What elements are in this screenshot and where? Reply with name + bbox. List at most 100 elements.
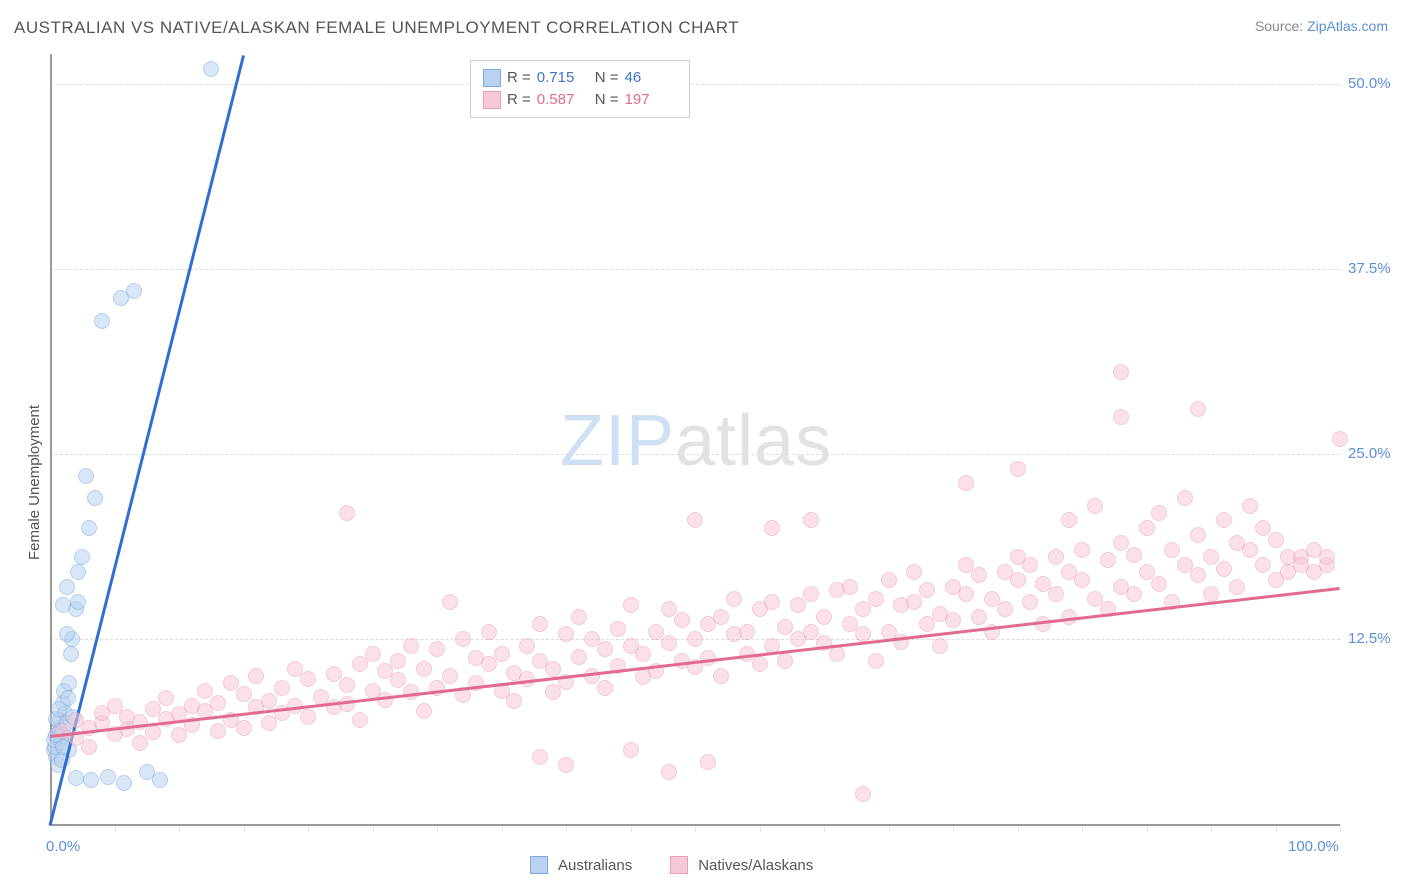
data-point bbox=[803, 624, 819, 640]
data-point bbox=[455, 631, 471, 647]
data-point bbox=[816, 609, 832, 625]
data-point bbox=[1139, 564, 1155, 580]
data-point bbox=[197, 683, 213, 699]
data-point bbox=[945, 612, 961, 628]
y-tick-label: 37.5% bbox=[1348, 260, 1391, 277]
data-point bbox=[236, 686, 252, 702]
trend-line bbox=[50, 587, 1340, 738]
legend-n-value: 197 bbox=[625, 89, 677, 111]
legend-r-label: R = bbox=[507, 67, 531, 89]
data-point bbox=[1216, 561, 1232, 577]
data-point bbox=[494, 646, 510, 662]
legend-r-label: R = bbox=[507, 89, 531, 111]
data-point bbox=[81, 520, 97, 536]
data-point bbox=[906, 594, 922, 610]
data-point bbox=[1151, 505, 1167, 521]
data-point bbox=[55, 597, 71, 613]
data-point bbox=[545, 661, 561, 677]
data-point bbox=[610, 621, 626, 637]
data-point bbox=[116, 775, 132, 791]
gridline-h bbox=[50, 269, 1340, 270]
data-point bbox=[829, 646, 845, 662]
data-point bbox=[1229, 579, 1245, 595]
data-point bbox=[126, 283, 142, 299]
data-point bbox=[881, 572, 897, 588]
data-point bbox=[868, 653, 884, 669]
data-point bbox=[1255, 520, 1271, 536]
data-point bbox=[94, 313, 110, 329]
data-point bbox=[248, 668, 264, 684]
data-point bbox=[764, 520, 780, 536]
legend-swatch bbox=[530, 856, 548, 874]
data-point bbox=[532, 616, 548, 632]
data-point bbox=[107, 698, 123, 714]
data-point bbox=[713, 609, 729, 625]
data-point bbox=[70, 594, 86, 610]
data-point bbox=[958, 475, 974, 491]
legend-swatch bbox=[483, 69, 501, 87]
data-point bbox=[958, 586, 974, 602]
data-point bbox=[87, 490, 103, 506]
data-point bbox=[416, 661, 432, 677]
plot-area: 12.5%25.0%37.5%50.0%0.0%100.0% bbox=[50, 54, 1340, 824]
data-point bbox=[59, 626, 75, 642]
data-point bbox=[803, 512, 819, 528]
data-point bbox=[635, 646, 651, 662]
source-attribution: Source: ZipAtlas.com bbox=[1255, 18, 1388, 34]
data-point bbox=[855, 786, 871, 802]
data-point bbox=[726, 591, 742, 607]
data-point bbox=[1061, 512, 1077, 528]
legend-n-label: N = bbox=[595, 67, 619, 89]
gridline-h bbox=[50, 84, 1340, 85]
x-tick bbox=[1340, 824, 1341, 832]
source-label: Source: bbox=[1255, 18, 1303, 34]
data-point bbox=[158, 690, 174, 706]
x-tick-label: 0.0% bbox=[46, 838, 80, 855]
legend-swatch bbox=[670, 856, 688, 874]
data-point bbox=[1332, 431, 1348, 447]
data-point bbox=[481, 624, 497, 640]
data-point bbox=[1074, 572, 1090, 588]
data-point bbox=[1190, 567, 1206, 583]
data-point bbox=[919, 582, 935, 598]
data-point bbox=[403, 638, 419, 654]
data-point bbox=[1048, 549, 1064, 565]
data-point bbox=[68, 770, 84, 786]
gridline-h bbox=[50, 454, 1340, 455]
data-point bbox=[1255, 557, 1271, 573]
data-point bbox=[597, 680, 613, 696]
x-axis bbox=[50, 824, 1340, 826]
data-point bbox=[571, 609, 587, 625]
data-point bbox=[261, 693, 277, 709]
data-point bbox=[532, 749, 548, 765]
data-point bbox=[777, 619, 793, 635]
data-point bbox=[700, 754, 716, 770]
legend-series-label: Natives/Alaskans bbox=[698, 857, 813, 874]
data-point bbox=[648, 624, 664, 640]
data-point bbox=[78, 468, 94, 484]
data-point bbox=[1010, 572, 1026, 588]
legend-n-label: N = bbox=[595, 89, 619, 111]
data-point bbox=[623, 742, 639, 758]
data-point bbox=[203, 61, 219, 77]
data-point bbox=[1126, 547, 1142, 563]
legend-r-value: 0.715 bbox=[537, 67, 589, 89]
chart-container: { "title": "AUSTRALIAN VS NATIVE/ALASKAN… bbox=[0, 0, 1406, 892]
data-point bbox=[661, 635, 677, 651]
data-point bbox=[1048, 586, 1064, 602]
data-point bbox=[1139, 520, 1155, 536]
source-link[interactable]: ZipAtlas.com bbox=[1307, 18, 1388, 34]
data-point bbox=[739, 624, 755, 640]
data-point bbox=[1113, 364, 1129, 380]
data-point bbox=[352, 712, 368, 728]
data-point bbox=[764, 594, 780, 610]
data-point bbox=[971, 567, 987, 583]
data-point bbox=[906, 564, 922, 580]
data-point bbox=[59, 579, 75, 595]
data-point bbox=[70, 564, 86, 580]
data-point bbox=[1022, 594, 1038, 610]
data-point bbox=[506, 693, 522, 709]
legend-swatch bbox=[483, 91, 501, 109]
data-point bbox=[997, 601, 1013, 617]
data-point bbox=[558, 626, 574, 642]
